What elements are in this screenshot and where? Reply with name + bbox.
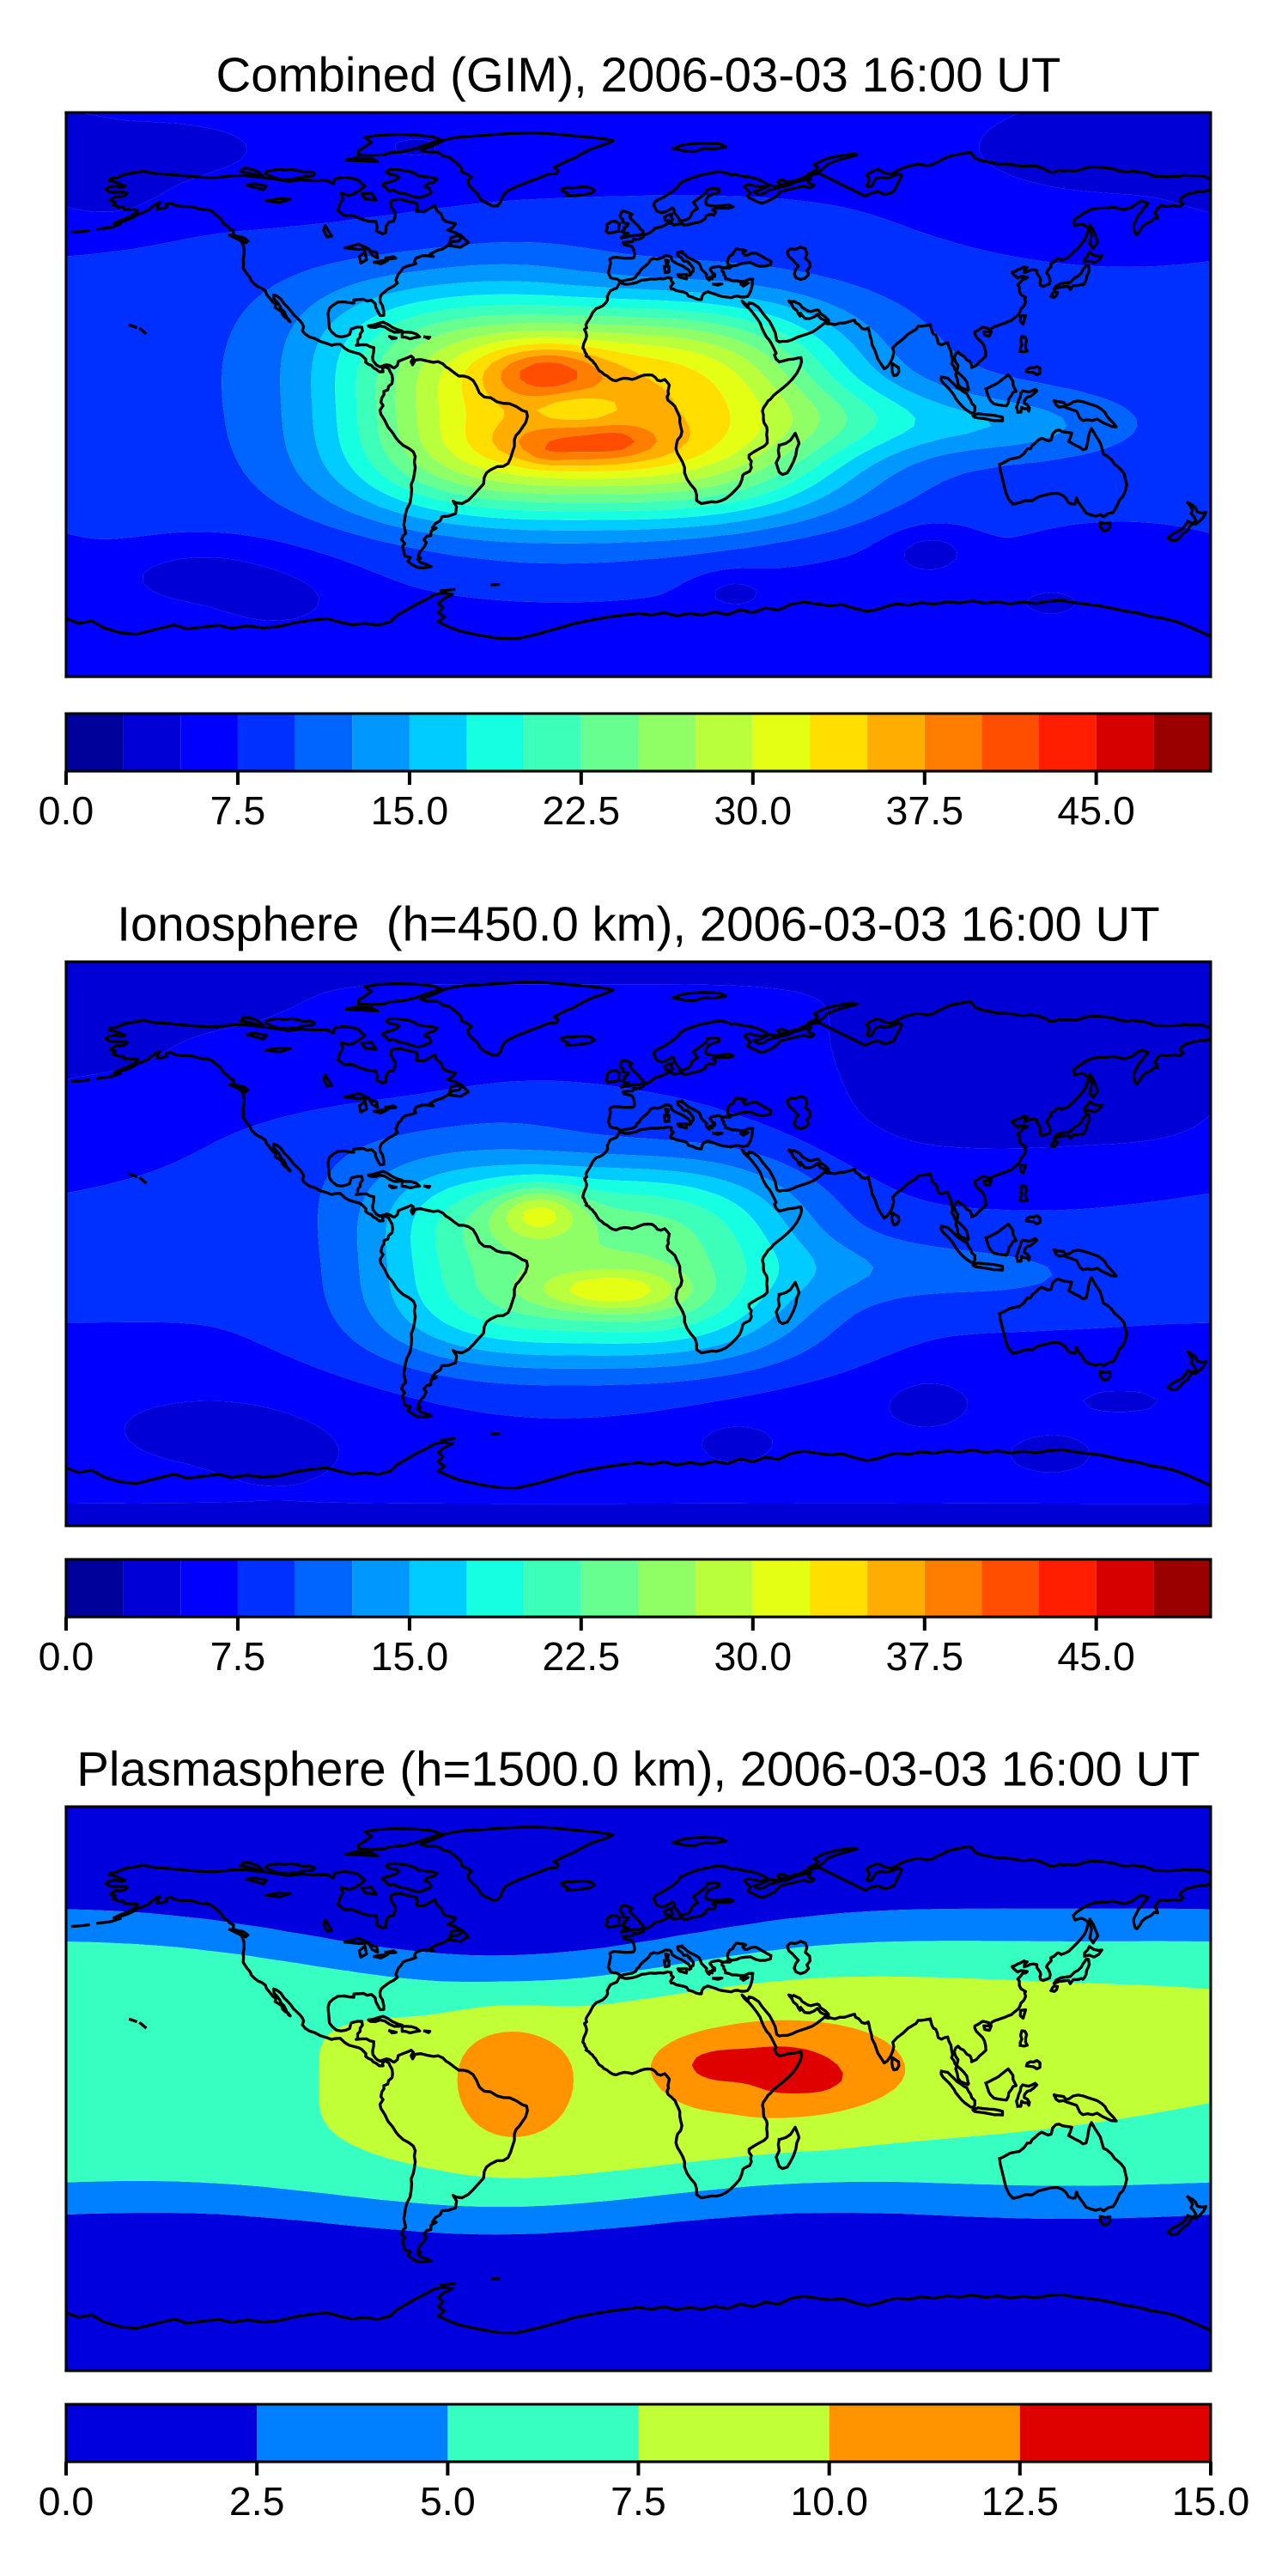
svg-text:7.5: 7.5: [611, 2479, 666, 2524]
svg-text:37.5: 37.5: [886, 1634, 964, 1679]
svg-text:30.0: 30.0: [714, 788, 793, 833]
svg-text:30.0: 30.0: [714, 1634, 793, 1679]
svg-text:15.0: 15.0: [371, 1634, 449, 1679]
svg-text:15.0: 15.0: [371, 788, 449, 833]
svg-text:Ionosphere (h=450.0 km), 2006: Ionosphere (h=450.0 km), 2006-03-03 16:0…: [117, 897, 1159, 951]
svg-text:45.0: 45.0: [1057, 788, 1135, 833]
svg-text:15.0: 15.0: [1172, 2479, 1250, 2524]
svg-text:7.5: 7.5: [210, 1634, 266, 1679]
svg-text:Plasmasphere (h=1500.0 km), 20: Plasmasphere (h=1500.0 km), 2006-03-03 1…: [76, 1742, 1200, 1796]
svg-text:12.5: 12.5: [981, 2479, 1060, 2524]
svg-text:2.5: 2.5: [229, 2479, 285, 2524]
svg-text:5.0: 5.0: [420, 2479, 476, 2524]
svg-text:37.5: 37.5: [886, 788, 964, 833]
svg-text:0.0: 0.0: [39, 1634, 94, 1679]
svg-text:Combined (GIM), 2006-03-03 16:: Combined (GIM), 2006-03-03 16:00 UT: [216, 48, 1061, 102]
svg-text:22.5: 22.5: [543, 1634, 621, 1679]
svg-text:0.0: 0.0: [39, 2479, 94, 2524]
svg-text:10.0: 10.0: [790, 2479, 868, 2524]
svg-text:45.0: 45.0: [1057, 1634, 1135, 1679]
svg-text:22.5: 22.5: [543, 788, 621, 833]
svg-text:7.5: 7.5: [210, 788, 266, 833]
svg-text:0.0: 0.0: [39, 788, 94, 833]
